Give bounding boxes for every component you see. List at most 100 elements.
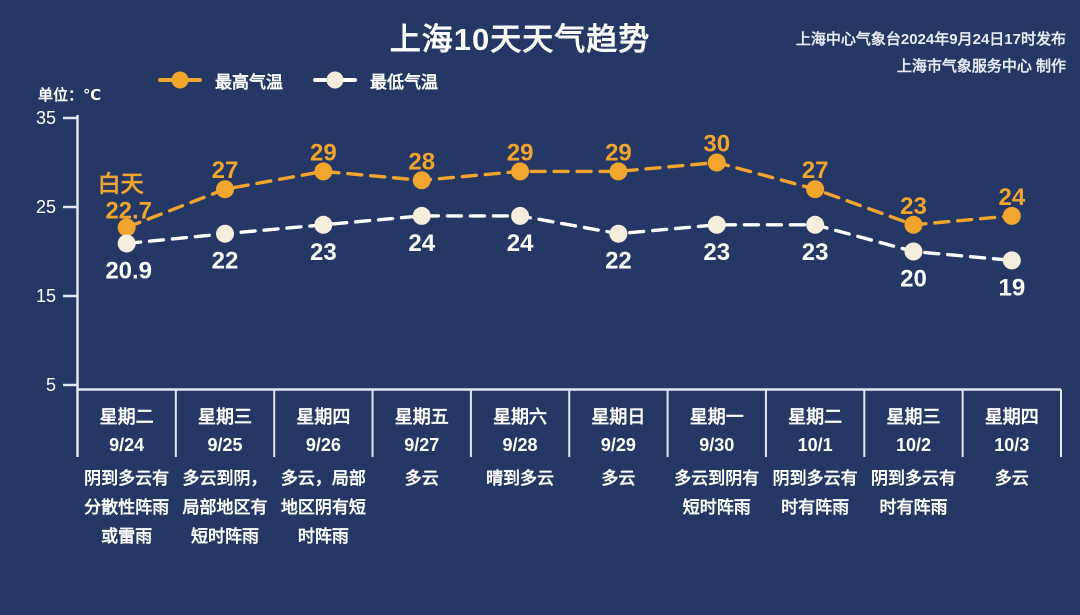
- low-temp-point: [412, 206, 431, 225]
- high-temp-value: 29: [310, 139, 337, 166]
- y-tick-label: 5: [46, 375, 56, 395]
- legend-dot-icon: [171, 71, 189, 89]
- low-temp-value: 22: [212, 248, 239, 275]
- legend-item-low-temp: 最低气温: [313, 68, 438, 93]
- low-temp-value: 24: [507, 230, 534, 257]
- weather-description: 多云到阴有短时阵雨: [674, 469, 760, 517]
- weekday-label: 星期二: [788, 407, 843, 427]
- high-temp-value: 27: [212, 157, 239, 184]
- low-temp-point: [314, 215, 333, 234]
- weather-description: 多云: [404, 469, 439, 488]
- low-temp-value: 20.9: [105, 257, 152, 284]
- weekday-label: 星期三: [198, 407, 253, 427]
- page-title: 上海10天天气趋势: [389, 22, 651, 57]
- chart-legend: 最高气温 最低气温: [158, 66, 468, 94]
- weekday-label: 星期日: [591, 407, 646, 427]
- date-label: 9/27: [404, 435, 440, 455]
- weekday-label: 星期四: [984, 407, 1039, 427]
- date-label: 10/1: [797, 435, 833, 455]
- day-column-9-25: 星期三 9/25 多云到阴，局部地区有短时阵雨: [176, 404, 274, 551]
- source-line-1: 上海中心气象台2024年9月24日17时发布: [795, 31, 1066, 48]
- high-temp-line: [124, 160, 1014, 230]
- day-column-10-3: 星期四 10/3 多云: [963, 404, 1061, 493]
- low-temp-value: 23: [802, 239, 829, 266]
- day-column-10-1: 星期二 10/1 阴到多云有时有阵雨: [766, 404, 864, 522]
- weekday-label: 星期二: [99, 407, 154, 427]
- daytime-annotation: 白天: [98, 170, 145, 196]
- high-temp-point: [609, 162, 628, 181]
- day-column-9-28: 星期六 9/28 晴到多云: [471, 404, 569, 493]
- weather-description: 多云到阴，局部地区有短时阵雨: [182, 469, 268, 546]
- y-tick-label: 25: [36, 197, 56, 217]
- low-temp-value: 23: [703, 239, 730, 266]
- date-label: 10/2: [895, 435, 931, 455]
- low-temp-point: [609, 224, 628, 243]
- unit-label: 单位：℃: [38, 87, 102, 104]
- date-label: 9/30: [699, 435, 735, 455]
- high-temp-point: [117, 218, 136, 237]
- legend-dot-icon: [326, 71, 344, 89]
- day-column-9-27: 星期五 9/27 多云: [373, 404, 471, 493]
- day-column-9-24: 星期二 9/24 阴到多云有分散性阵雨或雷雨: [78, 404, 176, 551]
- low-temp-value: 22: [605, 248, 632, 275]
- weekday-label: 星期四: [296, 407, 351, 427]
- high-temp-value: 28: [408, 148, 435, 175]
- legend-marker-icon: [313, 71, 357, 89]
- day-column-10-2: 星期三 10/2 阴到多云有时有阵雨: [864, 404, 962, 522]
- high-temp-value: 30: [703, 131, 730, 158]
- high-temp-value: 29: [507, 139, 534, 166]
- high-temp-point: [314, 162, 333, 181]
- source-line-2: 上海市气象服务中心 制作: [896, 58, 1066, 75]
- low-temp-value: 24: [408, 230, 435, 257]
- weather-description: 阴到多云有分散性阵雨或雷雨: [84, 469, 170, 546]
- date-label: 9/24: [109, 435, 145, 455]
- low-temp-point: [1002, 251, 1021, 270]
- day-column-9-30: 星期一 9/30 多云到阴有短时阵雨: [668, 404, 766, 522]
- low-temp-line: [124, 214, 1014, 263]
- weekday-label: 星期五: [394, 407, 449, 427]
- legend-marker-icon: [158, 71, 202, 89]
- high-temp-value: 27: [802, 157, 829, 184]
- high-temp-point: [904, 215, 923, 234]
- low-temp-point: [806, 215, 825, 234]
- high-temp-value: 24: [998, 184, 1025, 211]
- weather-description: 阴到多云有时有阵雨: [772, 469, 858, 517]
- y-tick-label: 35: [36, 108, 56, 128]
- low-temp-point: [511, 206, 530, 225]
- low-temp-point: [117, 234, 136, 253]
- low-temp-value: 23: [310, 239, 337, 266]
- y-tick-label: 15: [36, 286, 56, 306]
- low-temp-point: [216, 224, 235, 243]
- high-temp-point: [707, 153, 726, 172]
- legend-label: 最高气温: [215, 72, 283, 92]
- weather-description: 晴到多云: [486, 469, 555, 488]
- low-temp-value: 20: [900, 266, 927, 293]
- weather-description: 阴到多云有时有阵雨: [870, 469, 956, 517]
- high-temp-value: 22.7: [105, 197, 152, 224]
- date-label: 9/29: [600, 435, 636, 455]
- low-temp-point: [707, 215, 726, 234]
- high-temp-point: [412, 171, 431, 190]
- high-temp-value: 29: [605, 139, 632, 166]
- weekday-label: 星期一: [689, 407, 744, 427]
- high-temp-point: [216, 180, 235, 199]
- low-temp-value: 19: [998, 274, 1025, 301]
- high-temp-point: [511, 162, 530, 181]
- weather-description: 多云，局部地区阴有短时阵雨: [280, 469, 366, 546]
- source-info: 上海中心气象台2024年9月24日17时发布 上海市气象服务中心 制作: [796, 26, 1066, 80]
- high-temp-point: [1002, 206, 1021, 225]
- low-temp-point: [904, 242, 923, 261]
- date-label: 10/3: [994, 435, 1030, 455]
- day-column-9-29: 星期日 9/29 多云: [569, 404, 667, 493]
- date-label: 9/28: [502, 435, 538, 455]
- date-label: 9/26: [305, 435, 341, 455]
- weather-description: 多云: [601, 469, 636, 488]
- high-temp-value: 23: [900, 193, 927, 220]
- weather-description: 多云: [994, 469, 1029, 488]
- legend-item-high-temp: 最高气温: [158, 68, 283, 93]
- weekday-label: 星期三: [886, 407, 941, 427]
- day-column-9-26: 星期四 9/26 多云，局部地区阴有短时阵雨: [274, 404, 372, 551]
- weekday-label: 星期六: [493, 407, 548, 427]
